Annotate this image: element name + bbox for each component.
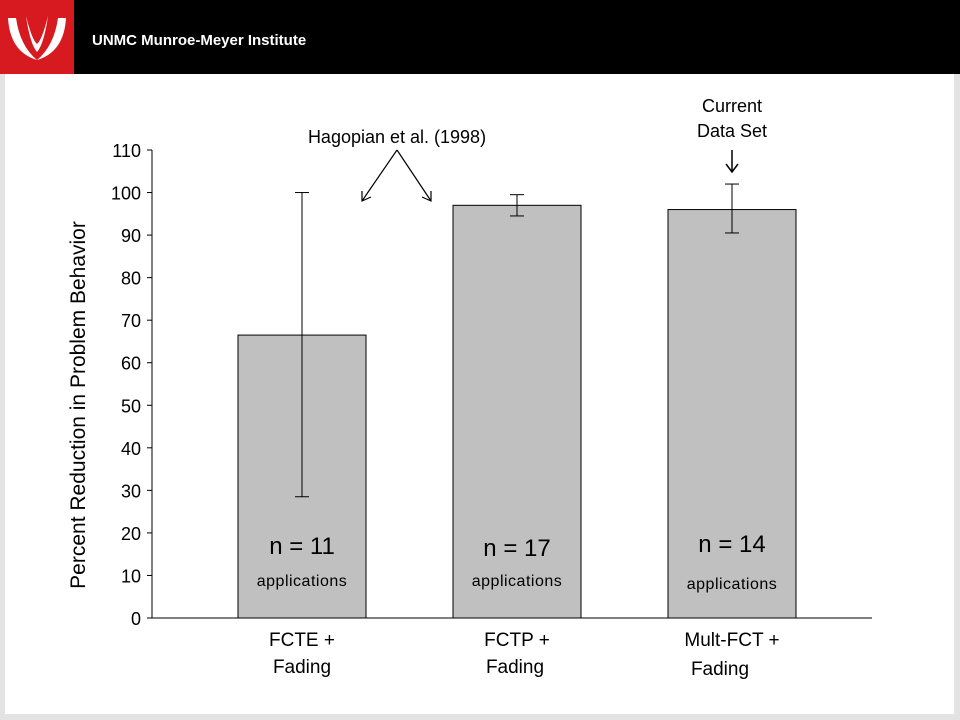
slide-frame-bottom — [0, 714, 960, 720]
error-bar-1 — [295, 192, 309, 498]
slide-frame-right — [954, 74, 960, 720]
x-category-label: Fading — [486, 657, 544, 678]
slide-frame-left — [0, 74, 5, 720]
y-axis-label: Percent Reduction in Problem Behavior — [67, 221, 90, 589]
x-category-label: Fading — [273, 657, 331, 678]
annotation-current-line1: Current — [702, 96, 762, 116]
bar-sub-label: applications — [687, 576, 778, 593]
y-axis-ticks: 0 10 20 30 40 50 60 70 80 90 100 110 — [111, 141, 152, 629]
current-data-arrow-icon — [725, 150, 739, 174]
bar-3 — [667, 209, 797, 619]
y-tick-label: 50 — [121, 396, 141, 416]
error-bars — [295, 183, 739, 498]
x-axis-labels: FCTE + Fading FCTP + Fading Mult-FCT + Fading — [269, 630, 780, 680]
y-tick-label: 60 — [121, 354, 141, 374]
bar-n-label: n = 11 — [269, 533, 335, 560]
annotation-current-line2: Data Set — [697, 121, 767, 141]
hagopian-arrows — [361, 149, 432, 202]
slide-header: UNMC Munroe-Meyer Institute — [0, 0, 960, 74]
x-category-label: Fading — [691, 659, 749, 680]
bar-sub-label: applications — [257, 573, 348, 590]
y-tick-label: 10 — [121, 566, 141, 586]
error-bar-2 — [510, 194, 524, 217]
y-tick-label: 70 — [121, 311, 141, 331]
y-tick-label: 110 — [112, 141, 141, 161]
header-title: UNMC Munroe-Meyer Institute — [92, 32, 307, 49]
y-tick-label: 40 — [121, 439, 141, 459]
y-tick-label: 0 — [131, 609, 141, 629]
bars — [237, 204, 797, 619]
x-category-label: Mult-FCT + — [684, 630, 779, 651]
y-tick-label: 20 — [121, 524, 141, 544]
y-tick-label: 30 — [121, 481, 141, 501]
error-bar-3 — [725, 183, 739, 234]
y-tick-label: 90 — [121, 226, 141, 246]
annotation-hagopian: Hagopian et al. (1998) — [308, 127, 486, 147]
bar-n-label: n = 17 — [483, 535, 550, 562]
x-category-label: FCTE + — [269, 630, 335, 651]
x-category-label: FCTP + — [484, 630, 550, 651]
bar-labels: n = 11 applications n = 17 applications n = … — [257, 531, 778, 593]
y-tick-label: 100 — [111, 184, 141, 204]
y-tick-label: 80 — [121, 269, 141, 289]
bar-sub-label: applications — [472, 573, 563, 590]
unmc-logo-icon — [0, 0, 74, 74]
bar-n-label: n = 14 — [698, 531, 765, 558]
